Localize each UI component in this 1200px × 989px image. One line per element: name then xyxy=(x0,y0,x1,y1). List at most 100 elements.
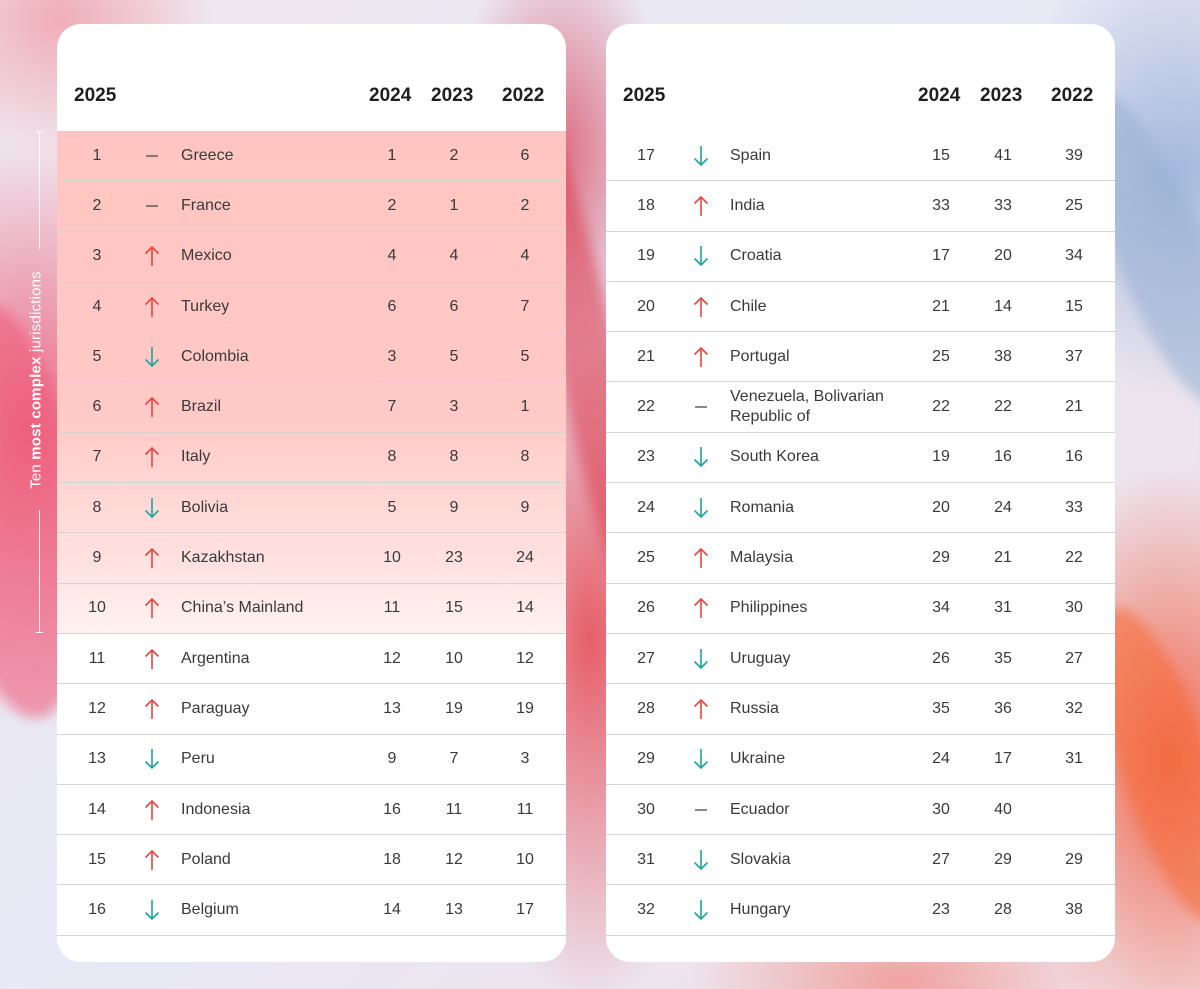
arrow-up-icon xyxy=(137,684,167,733)
table-row: 19 Croatia 17 20 34 xyxy=(606,232,1115,282)
rank-2023: 3 xyxy=(449,398,459,416)
rank-2022: 38 xyxy=(1065,901,1083,919)
rank-2023: 10 xyxy=(445,649,463,667)
rank-2023: 4 xyxy=(449,247,459,265)
header-2022: 2022 xyxy=(502,85,545,106)
side-line-bottom xyxy=(39,510,40,633)
rank-2022: 11 xyxy=(516,800,534,818)
rank-2022: 10 xyxy=(516,850,534,868)
arrow-down-icon xyxy=(686,634,716,683)
rank-2023: 5 xyxy=(449,347,459,365)
table-row: 20 Chile 21 14 15 xyxy=(606,282,1115,333)
rank-2025: 28 xyxy=(637,699,655,717)
ten-most-complex-label: Ten most complex jurisdictions xyxy=(28,271,45,489)
rank-2024: 22 xyxy=(932,398,950,416)
arrow-up-icon xyxy=(137,382,167,431)
rank-2025: 9 xyxy=(92,549,102,567)
rank-2025: 27 xyxy=(637,649,655,667)
side-label-bold: most complex xyxy=(27,356,45,460)
table-row: 16 Belgium 14 13 17 xyxy=(57,885,566,936)
jurisdiction-name: Bolivia xyxy=(181,498,229,516)
rank-2022: 33 xyxy=(1065,498,1083,516)
rank-2025: 13 xyxy=(88,750,106,768)
dash-icon xyxy=(137,131,167,180)
table-row: 7 Italy 8 8 8 xyxy=(57,433,566,484)
rank-2025: 10 xyxy=(88,599,106,617)
rank-2022: 37 xyxy=(1065,347,1083,365)
rank-2025: 3 xyxy=(92,247,102,265)
rank-2023: 16 xyxy=(994,448,1012,466)
arrow-down-icon xyxy=(137,332,167,381)
rank-2022: 19 xyxy=(516,699,534,717)
header-2023: 2023 xyxy=(431,85,474,106)
jurisdiction-name: Croatia xyxy=(730,247,782,265)
jurisdiction-name: Philippines xyxy=(730,599,808,617)
header-2024: 2024 xyxy=(369,85,412,106)
rank-2024: 14 xyxy=(383,901,401,919)
arrow-up-icon xyxy=(686,684,716,733)
jurisdiction-name: Colombia xyxy=(181,347,249,365)
rank-2024: 35 xyxy=(932,699,950,717)
table-row: 30 Ecuador 30 40 xyxy=(606,785,1115,836)
rank-2024: 21 xyxy=(932,297,950,315)
jurisdiction-name: Turkey xyxy=(181,297,230,315)
rank-2024: 18 xyxy=(383,850,401,868)
rank-2023: 38 xyxy=(994,347,1012,365)
rank-2025: 21 xyxy=(637,347,655,365)
rank-2024: 30 xyxy=(932,800,950,818)
rank-2024: 9 xyxy=(387,750,397,768)
rank-2025: 11 xyxy=(88,649,106,667)
table-row: 26 Philippines 34 31 30 xyxy=(606,584,1115,634)
rank-2023: 13 xyxy=(445,901,463,919)
arrow-down-icon xyxy=(137,483,167,532)
rank-2025: 14 xyxy=(88,800,106,818)
table-row: 10 China’s Mainland 11 15 14 xyxy=(57,584,566,634)
rank-2025: 32 xyxy=(637,901,655,919)
header-2023: 2023 xyxy=(980,85,1023,106)
rank-2024: 23 xyxy=(932,901,950,919)
rank-2023: 19 xyxy=(445,699,463,717)
rank-2022: 8 xyxy=(520,448,530,466)
arrow-down-icon xyxy=(686,433,716,482)
rank-2022: 16 xyxy=(1065,448,1083,466)
rank-2024: 29 xyxy=(932,549,950,567)
table-row: 29 Ukraine 24 17 31 xyxy=(606,735,1115,785)
rank-2022: 3 xyxy=(520,750,530,768)
arrow-up-icon xyxy=(137,533,167,582)
rank-2024: 3 xyxy=(387,347,397,365)
table-row: 14 Indonesia 16 11 11 xyxy=(57,785,566,836)
arrow-up-icon xyxy=(686,332,716,381)
jurisdiction-name: Romania xyxy=(730,498,795,516)
rank-2022: 2 xyxy=(520,196,530,214)
rank-2022: 15 xyxy=(1065,297,1083,315)
rank-2022: 31 xyxy=(1065,750,1083,768)
rank-2025: 19 xyxy=(637,247,655,265)
rank-2025: 30 xyxy=(637,800,655,818)
rank-2022: 7 xyxy=(520,297,530,315)
rank-2023: 6 xyxy=(449,297,459,315)
rank-2024: 11 xyxy=(383,599,401,617)
rank-2025: 29 xyxy=(637,750,655,768)
rank-2022: 6 xyxy=(520,146,530,164)
rank-2024: 5 xyxy=(387,498,397,516)
rank-2024: 1 xyxy=(387,146,397,164)
rank-2024: 4 xyxy=(387,247,397,265)
table-header: 2025 2024 2023 2022 xyxy=(57,24,566,131)
arrow-down-icon xyxy=(686,885,716,934)
jurisdiction-name: Greece xyxy=(181,146,234,164)
rank-2022: 39 xyxy=(1065,146,1083,164)
top-ten-highlight xyxy=(57,131,566,634)
jurisdiction-name: Venezuela, Bolivarian Republic of xyxy=(730,388,884,426)
rank-2023: 11 xyxy=(445,800,463,818)
rank-2024: 16 xyxy=(383,800,401,818)
rank-2022: 1 xyxy=(520,398,530,416)
rank-2024: 15 xyxy=(932,146,950,164)
table-header: 2025 2024 2023 2022 xyxy=(606,24,1115,131)
dash-icon xyxy=(686,382,716,431)
rank-2023: 23 xyxy=(445,549,463,567)
jurisdiction-name: South Korea xyxy=(730,448,819,466)
rank-2022: 5 xyxy=(520,347,530,365)
rank-2022: 32 xyxy=(1065,699,1083,717)
dash-icon xyxy=(137,181,167,230)
table-body: 1 Greece 1 2 6 2 France 2 1 2 3 Mexico 4 4 4 4 Turkey 6 6 7… xyxy=(57,131,566,936)
